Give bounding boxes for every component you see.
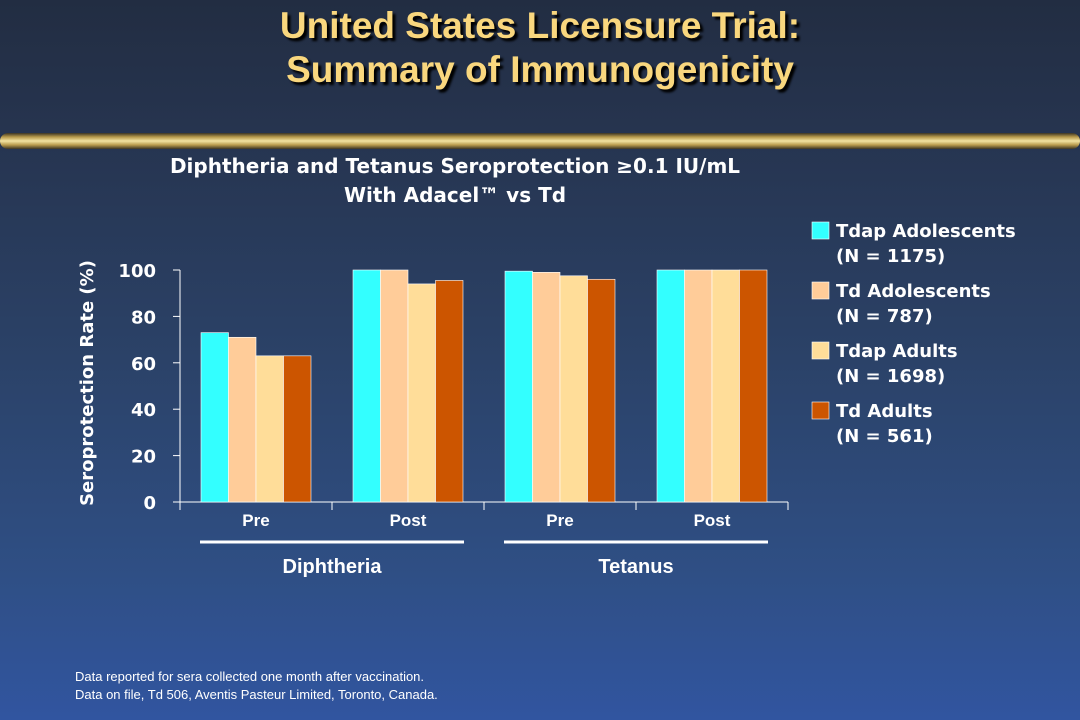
bar [684, 269, 713, 503]
bar [255, 355, 284, 503]
y-tick-label: 100 [118, 261, 156, 282]
legend-swatch [811, 341, 830, 360]
bar [283, 355, 312, 503]
slide-title-line-1: United States Licensure Trial: [279, 5, 801, 46]
bar [711, 269, 740, 503]
bar [380, 269, 409, 503]
title-divider [0, 133, 1080, 149]
y-axis-label: Seroprotection Rate (%) [77, 260, 98, 506]
bar [435, 280, 464, 503]
legend-label: Tdap Adults [836, 341, 958, 362]
group-label: Diphtheria [283, 556, 383, 578]
legend-swatch [811, 221, 830, 240]
slide-title-line-2: Summary of Immunogenicity [286, 49, 794, 90]
group-label: Tetanus [598, 556, 673, 578]
bar [228, 336, 257, 503]
x-tick-label: Post [390, 511, 427, 530]
chart-title-line-2: With Adacel™ vs Td [343, 183, 567, 207]
legend-label: Tdap Adolescents [836, 221, 1016, 242]
y-tick-label: 40 [131, 400, 156, 421]
legend-n-label: (N = 787) [836, 306, 933, 327]
y-tick-label: 0 [143, 493, 156, 514]
y-tick-label: 20 [131, 447, 156, 468]
footnote-line-1: Data reported for sera collected one mon… [75, 669, 425, 684]
bar [559, 275, 588, 503]
chart-title: Diphtheria and Tetanus Seroprotection ≥0… [0, 152, 910, 210]
bar [532, 272, 561, 503]
bar [739, 269, 768, 503]
x-tick-label: Pre [242, 511, 269, 530]
legend-label: Td Adults [836, 401, 933, 422]
legend-n-label: (N = 1698) [836, 366, 945, 387]
bar [352, 269, 381, 503]
y-tick-label: 60 [131, 354, 156, 375]
legend-swatch [811, 401, 830, 420]
footnote: Data reported for sera collected one mon… [75, 668, 438, 704]
bar [200, 332, 229, 503]
legend-n-label: (N = 561) [836, 426, 933, 447]
legend-swatch [811, 281, 830, 300]
footnote-line-2: Data on file, Td 506, Aventis Pasteur Li… [75, 687, 438, 702]
x-tick-label: Pre [546, 511, 573, 530]
bar [656, 269, 685, 503]
y-tick-label: 80 [131, 307, 156, 328]
legend-n-label: (N = 1175) [836, 246, 945, 267]
bar [407, 283, 436, 503]
legend-label: Td Adolescents [836, 281, 991, 302]
x-tick-label: Post [694, 511, 731, 530]
slide-title: United States Licensure Trial: Summary o… [0, 4, 1080, 92]
bar [504, 270, 533, 503]
chart-title-line-1: Diphtheria and Tetanus Seroprotection ≥0… [169, 154, 741, 178]
bar [587, 278, 616, 503]
